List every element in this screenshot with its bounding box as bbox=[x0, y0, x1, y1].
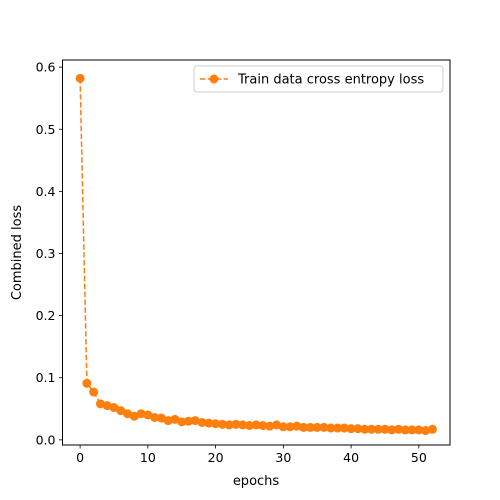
y-tick-label: 0.3 bbox=[36, 246, 56, 261]
data-point bbox=[428, 425, 437, 434]
series-line bbox=[80, 78, 432, 430]
legend: Train data cross entropy loss bbox=[194, 66, 443, 92]
legend-entry-label: Train data cross entropy loss bbox=[237, 73, 424, 88]
ticks-layer: 0 10 20 30 40 50 0.0 0.1 0.2 0.3 0.4 0.5 0.6 bbox=[36, 60, 427, 465]
x-tick-label: 30 bbox=[275, 450, 291, 465]
y-tick-label: 0.1 bbox=[36, 370, 56, 385]
y-tick-label: 0.0 bbox=[36, 432, 56, 447]
x-axis-label: epochs bbox=[233, 474, 280, 489]
data-point bbox=[89, 388, 98, 397]
y-tick-label: 0.5 bbox=[36, 122, 56, 137]
x-tick-label: 20 bbox=[208, 450, 224, 465]
data-point bbox=[76, 74, 85, 83]
plot-frame bbox=[63, 60, 451, 445]
x-tick-label: 40 bbox=[343, 450, 359, 465]
legend-marker-swatch bbox=[210, 75, 219, 84]
x-tick-label: 10 bbox=[140, 450, 156, 465]
x-tick-label: 50 bbox=[411, 450, 427, 465]
y-tick-label: 0.6 bbox=[36, 60, 56, 75]
data-point bbox=[82, 379, 91, 388]
x-tick-label: 0 bbox=[76, 450, 84, 465]
series-layer bbox=[76, 74, 437, 435]
y-tick-label: 0.4 bbox=[36, 184, 56, 199]
y-tick-label: 0.2 bbox=[36, 308, 56, 323]
y-axis-label: Combined loss bbox=[10, 205, 25, 301]
